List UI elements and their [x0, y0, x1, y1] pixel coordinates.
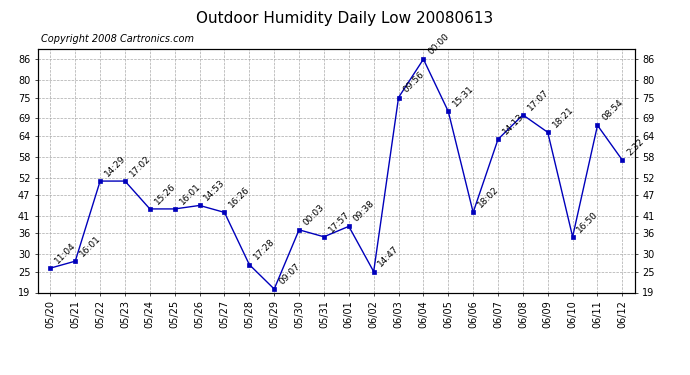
Text: Outdoor Humidity Daily Low 20080613: Outdoor Humidity Daily Low 20080613: [197, 11, 493, 26]
Text: 17:57: 17:57: [327, 209, 351, 234]
Text: 17:02: 17:02: [128, 154, 152, 178]
Text: 09:56: 09:56: [402, 70, 426, 95]
Text: 11:04: 11:04: [53, 241, 78, 266]
Text: 18:02: 18:02: [476, 185, 500, 210]
Text: 08:54: 08:54: [600, 98, 625, 123]
Text: 14:29: 14:29: [103, 154, 128, 178]
Text: 15:31: 15:31: [451, 84, 475, 109]
Text: 15:26: 15:26: [152, 182, 177, 206]
Text: 16:26: 16:26: [227, 185, 252, 210]
Text: 14:53: 14:53: [202, 178, 227, 203]
Text: 2:32: 2:32: [625, 137, 646, 158]
Text: 17:28: 17:28: [252, 237, 277, 262]
Text: 14:13: 14:13: [501, 112, 525, 136]
Text: 09:38: 09:38: [352, 199, 376, 223]
Text: 17:07: 17:07: [526, 87, 551, 112]
Text: 16:01: 16:01: [78, 234, 103, 258]
Text: 16:01: 16:01: [177, 182, 202, 206]
Text: 16:50: 16:50: [575, 209, 600, 234]
Text: Copyright 2008 Cartronics.com: Copyright 2008 Cartronics.com: [41, 34, 194, 44]
Text: 09:07: 09:07: [277, 262, 302, 286]
Text: 14:47: 14:47: [377, 244, 401, 269]
Text: 00:00: 00:00: [426, 32, 451, 56]
Text: 18:21: 18:21: [551, 105, 575, 129]
Text: 00:03: 00:03: [302, 202, 326, 227]
